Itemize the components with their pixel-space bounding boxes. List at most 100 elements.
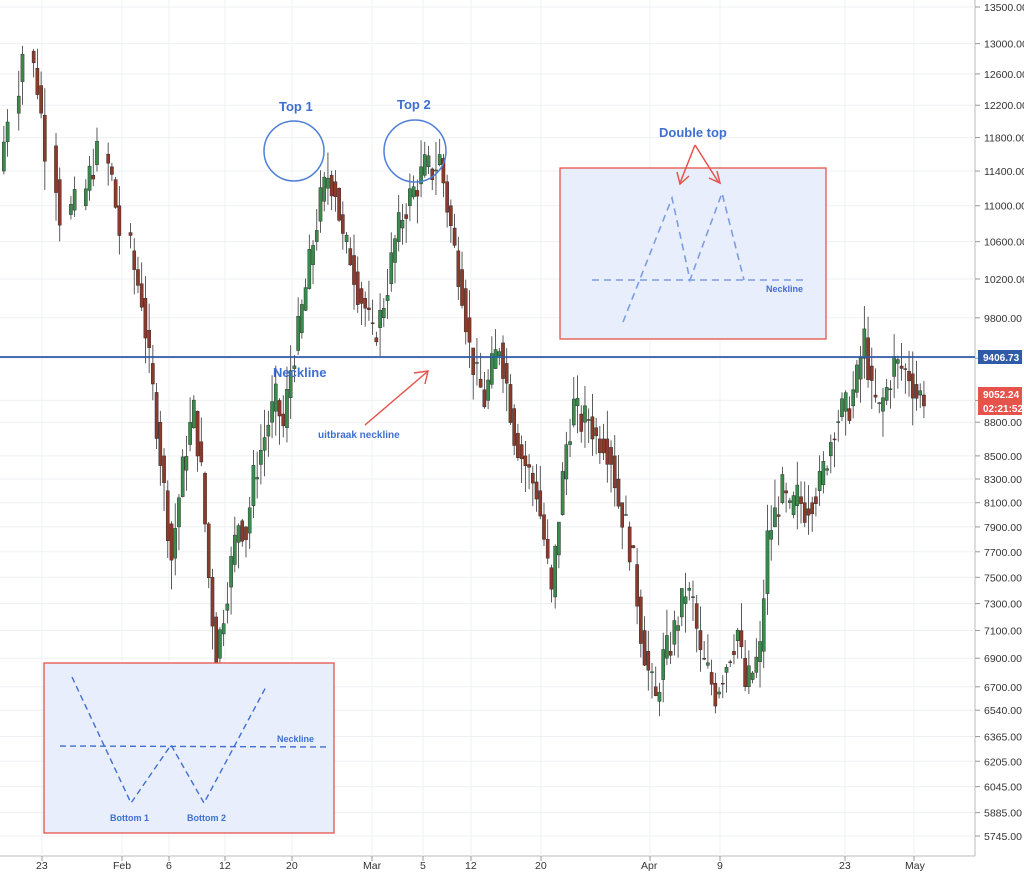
candle-body	[694, 603, 699, 629]
candle-body	[363, 297, 367, 309]
candle-body	[642, 630, 647, 666]
candle-body	[881, 397, 885, 412]
candle-body	[531, 472, 535, 484]
candle-body	[471, 347, 476, 375]
candle-body	[866, 337, 870, 380]
candle-body	[836, 421, 841, 423]
candle-body	[575, 398, 580, 407]
candle-body	[244, 526, 248, 540]
candle-body	[154, 392, 159, 439]
candle-body	[598, 438, 602, 454]
candle-body	[750, 672, 755, 680]
candle-body	[519, 444, 524, 460]
neckline-price-tag	[978, 350, 1022, 364]
candle-body	[639, 596, 643, 644]
bottom2-label: Bottom 2	[187, 813, 226, 823]
y-tick-label: 10200.00	[984, 274, 1024, 286]
candle-body	[139, 283, 144, 308]
y-tick-label: 7900.00	[984, 522, 1022, 534]
x-tick-label: 6	[166, 860, 172, 872]
candle-body	[508, 384, 513, 423]
candle-body	[914, 384, 919, 399]
candle-body	[16, 95, 21, 114]
candle-body	[557, 521, 561, 556]
candle-body	[780, 474, 785, 503]
candle-body	[5, 121, 10, 142]
double-bottom-inset	[43, 662, 335, 834]
candle-body	[292, 365, 297, 369]
last-price-tag	[978, 387, 1022, 415]
candle-body	[776, 514, 781, 517]
y-tick-label: 6365.00	[984, 732, 1022, 744]
candle-body	[620, 502, 625, 528]
candle-body	[311, 245, 315, 266]
candle-body	[296, 316, 300, 351]
candle-body	[229, 556, 233, 588]
double-bottom-neckline-label: Neckline	[277, 734, 314, 744]
double-bottom-neckline	[59, 745, 331, 748]
candle-body	[624, 514, 628, 516]
candle-body	[732, 651, 736, 655]
candle-body	[568, 441, 572, 445]
candle-body	[490, 353, 494, 385]
candle-body	[851, 389, 855, 407]
candle-body	[84, 188, 88, 206]
y-tick-label: 6045.00	[984, 782, 1022, 794]
candle-body	[326, 177, 330, 189]
candle-body	[255, 477, 259, 480]
top1-label: Top 1	[279, 99, 313, 114]
candle-body	[400, 219, 405, 229]
candle-body	[393, 238, 397, 263]
candle-body	[765, 530, 770, 594]
candle-body	[233, 534, 237, 565]
candle-body	[810, 502, 814, 514]
candle-body	[106, 153, 110, 164]
candle-body	[855, 364, 859, 393]
candle-body	[583, 405, 587, 423]
y-tick-label: 7700.00	[984, 547, 1022, 559]
candle-body	[430, 168, 435, 181]
candle-body	[285, 389, 289, 428]
candle-body	[497, 351, 502, 356]
candle-body	[169, 523, 174, 561]
candle-body	[303, 287, 308, 311]
y-tick-label: 8800.00	[984, 417, 1022, 429]
y-tick-label: 7500.00	[984, 572, 1022, 584]
candle-body	[259, 450, 263, 465]
candle-body	[87, 165, 92, 191]
candle-body	[862, 328, 867, 359]
candle-body	[814, 496, 818, 504]
candle-body	[456, 250, 461, 287]
candle-body	[907, 371, 911, 382]
candle-body	[333, 181, 338, 197]
candle-body	[702, 658, 706, 660]
x-tick-label: Feb	[113, 860, 131, 872]
candle-body	[329, 175, 334, 197]
candle-body	[910, 373, 915, 399]
candle-body	[367, 307, 371, 310]
y-tick-label: 6900.00	[984, 653, 1022, 665]
candle-body	[713, 682, 718, 707]
candle-body	[758, 641, 762, 662]
candle-body	[523, 455, 528, 467]
candle-body	[605, 438, 610, 465]
candle-body	[247, 507, 252, 534]
candle-body	[612, 455, 617, 489]
candle-body	[449, 205, 453, 226]
candle-body	[586, 419, 591, 421]
candle-body	[802, 502, 807, 523]
candle-body	[806, 508, 811, 516]
candle-body	[460, 269, 464, 306]
candle-body	[203, 472, 207, 525]
candle-body	[385, 295, 390, 301]
double-top-arrow-right	[694, 144, 720, 184]
x-tick-label: 23	[839, 860, 851, 872]
candle-body	[341, 214, 345, 234]
candle-body	[240, 520, 245, 542]
candle-body	[404, 214, 408, 219]
candle-body	[720, 682, 725, 685]
candle-body	[665, 635, 669, 659]
candle-body	[579, 413, 584, 432]
x-tick-label: 23	[36, 860, 48, 872]
candle-body	[158, 422, 163, 466]
